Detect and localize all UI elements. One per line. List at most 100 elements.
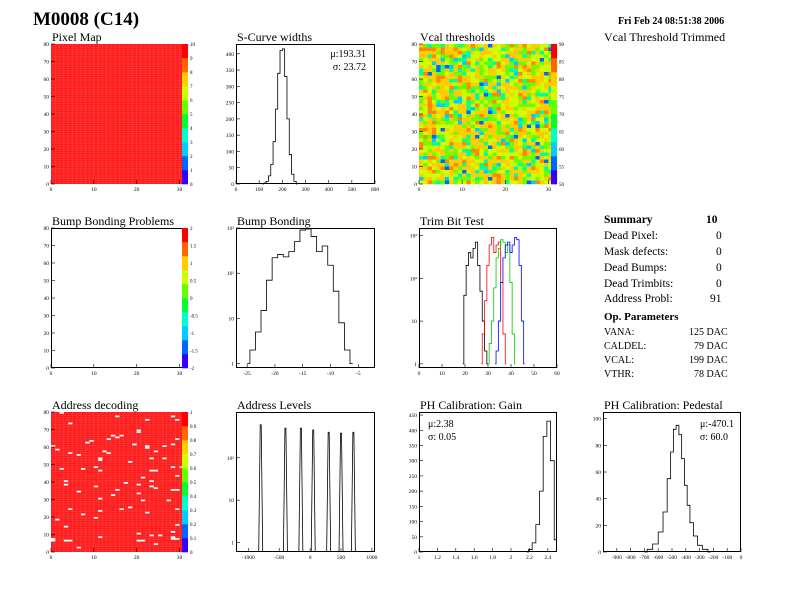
vcal-thresholds-cell <box>544 177 549 181</box>
vcal-thresholds-cell <box>453 72 459 76</box>
vcal-thresholds-cell <box>453 54 459 59</box>
vcal-thresholds-cell <box>513 72 519 76</box>
vcal-thresholds-cell <box>522 54 528 59</box>
vcal-thresholds-cell <box>431 128 437 132</box>
address-decoding-bad-pixel <box>51 539 56 542</box>
vcal-thresholds-cell <box>488 51 493 55</box>
address-decoding-bad-pixel <box>76 490 81 493</box>
vcal-thresholds-cell <box>522 173 528 178</box>
address-decoding-bad-pixel <box>136 483 141 486</box>
scurve-widths-xtick-label: 300 <box>301 187 310 193</box>
vcal-thresholds-cell <box>444 58 450 62</box>
vcal-thresholds-cell <box>492 170 497 174</box>
vcal-thresholds-cell <box>453 58 459 62</box>
vcal-thresholds-cell <box>535 128 540 132</box>
vcal-thresholds-cell <box>479 124 484 129</box>
vcal-thresholds-cell <box>453 124 459 129</box>
vcal-thresholds-cell <box>423 159 428 164</box>
vcal-thresholds-cell <box>509 86 515 90</box>
vcal-thresholds-cell <box>518 142 523 146</box>
vcal-thresholds-cell <box>509 47 515 52</box>
vcal-thresholds-cell <box>457 159 463 164</box>
vcal-thresholds-cell <box>513 79 519 83</box>
vcal-thresholds-cell <box>479 54 484 59</box>
vcal-thresholds-cell <box>505 75 510 80</box>
vcal-thresholds-cell <box>492 117 497 122</box>
vcal-thresholds-cell <box>470 177 476 181</box>
vcal-thresholds-cell <box>548 93 553 97</box>
vcal-thresholds-cell <box>449 159 454 164</box>
vcal-thresholds-cell <box>453 128 459 132</box>
vcal-thresholds-cell <box>539 58 545 62</box>
vcal-thresholds-cell <box>436 121 441 125</box>
ph-calibration-gain-ytick-label: 250 <box>409 474 418 480</box>
pixel-map-colorbar-label: 9 <box>190 57 193 62</box>
vcal-thresholds-cell <box>492 44 497 48</box>
vcal-thresholds-cell <box>431 177 437 181</box>
vcal-thresholds-cell <box>509 131 515 136</box>
vcal-thresholds-cell <box>535 163 540 167</box>
vcal-thresholds-cell <box>444 159 450 164</box>
ph-calibration-pedestal-ytick-label: 60 <box>596 470 602 476</box>
vcal-thresholds-cell <box>449 156 454 160</box>
vcal-thresholds-cell <box>526 173 532 178</box>
vcal-thresholds-cell <box>505 145 510 150</box>
vcal-thresholds-cell <box>453 180 459 185</box>
ph-pedestal-mean: μ:-470.1 <box>700 419 734 430</box>
ph-calibration-gain-xtick-label: 1.4 <box>452 555 459 561</box>
ph-calibration-pedestal-xtick-label: -500 <box>667 555 677 561</box>
vcal-thresholds-cell <box>500 163 506 167</box>
vcal-thresholds-cell <box>548 89 553 94</box>
bump-bonding-ytick-label: 10² <box>227 271 235 277</box>
vcal-thresholds-cell <box>488 54 493 59</box>
address-decoding-bad-pixel <box>166 499 171 502</box>
vcal-thresholds-cell <box>444 54 450 59</box>
vcal-thresholds-cell <box>500 51 506 55</box>
vcal-thresholds-cell <box>500 93 506 97</box>
vcal-thresholds-cell <box>479 72 484 76</box>
address-decoding-bad-pixel <box>136 492 141 495</box>
vcal-thresholds-cell <box>466 138 471 143</box>
trim-bit-test-xtick-label: 60 <box>554 371 560 377</box>
vcal-thresholds-cell <box>427 124 433 129</box>
vcal-thresholds-cell <box>535 142 540 146</box>
vcal-thresholds-cell <box>427 107 433 111</box>
vcal-thresholds-cell <box>449 145 454 150</box>
vcal-thresholds-cell <box>496 159 502 164</box>
vcal-thresholds-cell <box>488 82 493 87</box>
vcal-thresholds-cell <box>505 177 510 181</box>
ph-pedestal-sigma: σ: 60.0 <box>699 432 728 443</box>
vcal-thresholds-cell <box>518 103 523 108</box>
address-decoding-xtick-label: 10 <box>91 555 97 561</box>
address-decoding-colorbar-segment <box>182 538 188 553</box>
vcal-thresholds-cell <box>535 86 540 90</box>
vcal-thresholds-cell <box>453 177 459 181</box>
vcal-thresholds-cell <box>500 117 506 122</box>
vcal-thresholds-cell <box>419 58 424 62</box>
vcal-thresholds-cell <box>423 131 428 136</box>
vcal-thresholds-cell <box>475 114 480 118</box>
pixel-map-colorbar-label: 2 <box>190 155 193 160</box>
vcal-thresholds-cell <box>488 96 493 101</box>
vcal-thresholds-ytick-label: 20 <box>412 147 418 153</box>
vcal-thresholds-cell <box>513 110 519 115</box>
vcal-thresholds-cell <box>539 124 545 129</box>
vcal-thresholds-cell <box>544 152 549 157</box>
vcal-thresholds-cell <box>470 96 476 101</box>
vcal-thresholds-cell <box>440 58 446 62</box>
vcal-thresholds-cell <box>453 68 459 73</box>
address-decoding-bad-pixel <box>149 469 154 472</box>
vcal-thresholds-cell <box>496 86 502 90</box>
vcal-thresholds-cell <box>423 93 428 97</box>
vcal-thresholds-cell <box>500 131 506 136</box>
bump-bonding-problems-colorbar-segment <box>182 256 188 271</box>
vcal-thresholds-cell <box>496 44 502 48</box>
vcal-thresholds-cell <box>436 138 441 143</box>
trim-bit-test-xtick-label: 20 <box>462 371 468 377</box>
vcal-thresholds-cell <box>427 145 433 150</box>
vcal-thresholds-cell <box>436 163 441 167</box>
vcal-thresholds-cell <box>535 135 540 139</box>
vcal-thresholds-cell <box>431 131 437 136</box>
vcal-thresholds-cell <box>449 117 454 122</box>
vcal-thresholds-cell <box>531 114 536 118</box>
